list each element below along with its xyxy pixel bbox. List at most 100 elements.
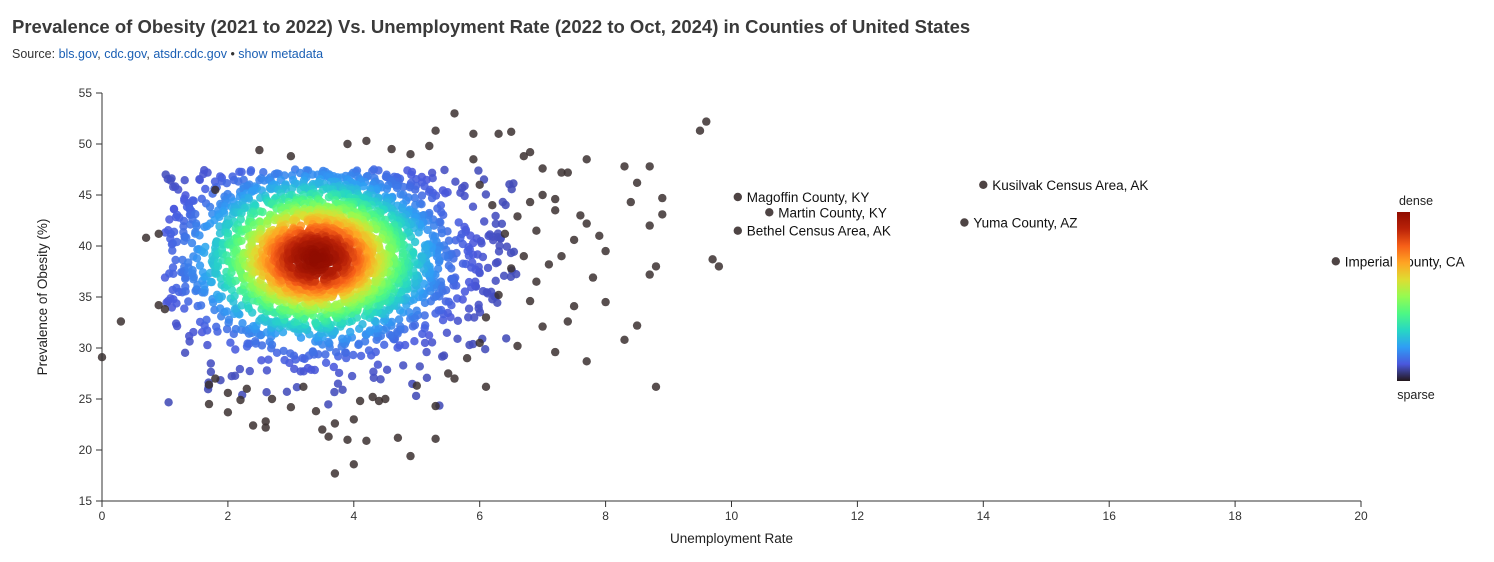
density-point	[424, 331, 434, 340]
outlier-point	[362, 436, 371, 445]
density-point	[422, 347, 431, 357]
density-point	[217, 292, 226, 301]
outlier-point	[658, 193, 667, 203]
density-point	[399, 361, 408, 370]
density-point	[181, 282, 190, 291]
density-point	[478, 287, 488, 296]
density-point	[506, 272, 516, 281]
density-point	[263, 219, 272, 229]
density-point	[420, 338, 430, 348]
density-point	[438, 316, 448, 325]
density-point	[507, 185, 516, 194]
y-axis-title: Prevalence of Obesity (%)	[35, 219, 50, 376]
outlier-point	[563, 168, 572, 177]
source-comma-1: ,	[97, 47, 105, 61]
density-point	[308, 347, 317, 356]
outlier-point	[632, 321, 642, 330]
density-point	[231, 276, 240, 285]
outlier-point	[544, 260, 554, 269]
density-point	[310, 254, 320, 264]
density-point	[369, 367, 378, 376]
outlier-point	[525, 148, 535, 157]
axes: 0 2 4 6 8 10 12 14 16 18 20 15 20 25 30 35 40 45 50 55 Unemp…	[35, 86, 1368, 546]
outlier-point	[381, 394, 390, 404]
outlier-point	[702, 117, 711, 126]
x-tick-label: 4	[350, 509, 357, 523]
outlier-point	[519, 152, 528, 161]
density-points	[160, 165, 521, 410]
x-tick-label: 8	[602, 509, 609, 523]
y-tick-label: 30	[79, 341, 93, 355]
outlier-point	[569, 235, 579, 245]
outlier-point	[620, 335, 629, 344]
y-tick-label: 15	[79, 494, 93, 508]
density-point	[334, 368, 344, 378]
density-point	[444, 261, 454, 270]
density-point	[432, 252, 442, 261]
outlier-point	[431, 126, 440, 135]
x-tick-label: 16	[1103, 509, 1117, 523]
outlier-point	[551, 347, 560, 357]
density-point	[303, 363, 313, 373]
outlier-point	[462, 354, 472, 363]
density-point	[184, 258, 193, 267]
density-point	[441, 297, 450, 306]
density-point	[201, 242, 210, 252]
density-point	[168, 263, 178, 272]
source-link-cdc[interactable]: cdc.gov	[104, 47, 147, 61]
density-point	[356, 351, 366, 361]
outlier-point	[286, 152, 296, 161]
density-point	[420, 311, 429, 320]
density-point	[180, 348, 190, 357]
outlier-point	[374, 396, 384, 406]
density-point	[287, 184, 297, 193]
source-line: Source: bls.gov, cdc.gov, atsdr.cdc.gov …	[12, 47, 323, 61]
density-point	[203, 168, 212, 177]
density-point	[282, 387, 292, 396]
outlier-point	[211, 374, 220, 383]
density-point	[286, 349, 295, 358]
outlier-point	[569, 302, 579, 311]
density-point	[349, 350, 358, 360]
density-point	[453, 316, 463, 325]
source-link-atsdr[interactable]: atsdr.cdc.gov	[153, 47, 227, 61]
outlier-point	[236, 395, 245, 405]
outlier-point	[645, 162, 654, 171]
outlier-point	[500, 229, 510, 238]
outlier-point	[538, 322, 547, 331]
outlier-point	[525, 296, 535, 306]
density-point	[453, 334, 462, 343]
density-point	[195, 261, 205, 270]
density-point	[329, 362, 338, 372]
density-point	[172, 299, 181, 308]
density-point	[171, 319, 181, 328]
outlier-point	[154, 301, 163, 310]
outlier-point	[582, 357, 591, 366]
density-point	[262, 366, 272, 375]
outlier-point	[595, 231, 604, 240]
density-point	[180, 176, 189, 185]
density-point	[232, 245, 241, 254]
outlier-point	[632, 178, 642, 187]
density-point	[371, 347, 380, 357]
source-link-bls[interactable]: bls.gov	[58, 47, 98, 61]
density-point	[481, 345, 490, 354]
y-tick-label: 55	[79, 86, 93, 100]
outlier-point	[645, 270, 654, 279]
legend-bottom-label: sparse	[1397, 388, 1435, 402]
density-point	[380, 340, 389, 349]
outlier-point	[406, 150, 415, 159]
outlier-point	[582, 155, 591, 164]
density-point	[207, 277, 216, 287]
density-point	[311, 318, 320, 327]
density-point	[388, 214, 397, 223]
show-metadata-link[interactable]: show metadata	[238, 47, 324, 61]
density-point	[421, 245, 430, 255]
legend-gradient-bar	[1397, 212, 1410, 381]
density-point	[405, 183, 415, 192]
density-point	[231, 345, 240, 354]
density-point	[502, 242, 512, 251]
density-legend: dense sparse	[1397, 194, 1435, 402]
outlier-point	[469, 155, 478, 164]
